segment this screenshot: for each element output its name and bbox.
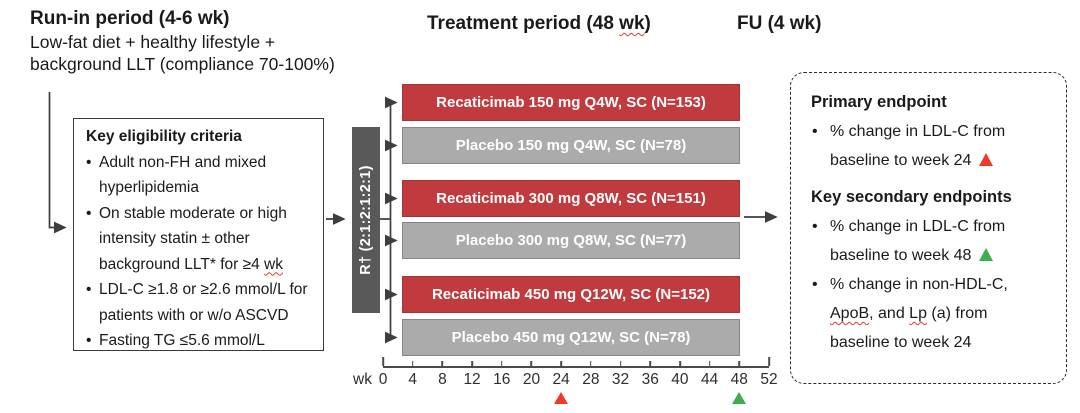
placebo-arm-bar: Placebo 150 mg Q4W, SC (N=78): [402, 127, 740, 164]
run-in-description-line: background LLT (compliance 70-100%): [30, 54, 335, 74]
axis-tick: [590, 360, 592, 366]
axis-tick-label: 16: [493, 371, 511, 388]
primary-marker-triangle-icon: [554, 392, 569, 404]
placebo-arm-bar: Placebo 300 mg Q8W, SC (N=77): [402, 222, 740, 259]
runin-to-eligibility-arrow: [48, 92, 67, 234]
axis-tick-label: 24: [552, 371, 570, 388]
axis-tick: [500, 360, 503, 366]
axis-tick: [649, 360, 652, 366]
recaticimab-arm-bar: Recaticimab 150 mg Q4W, SC (N=153): [402, 84, 740, 121]
axis-tick: [768, 357, 770, 366]
axis-tick: [708, 360, 711, 366]
eligibility-title: Key eligibility criteria: [86, 128, 242, 145]
axis-tick: [471, 360, 473, 366]
axis-tick-label: 44: [700, 371, 719, 388]
axis-tick-label: 36: [641, 371, 659, 388]
axis-tick: [530, 360, 533, 366]
endpoint-bullet: % change in non-HDL-C,ApoB, and Lp (a) f…: [811, 270, 1056, 357]
timeline-axis: wk 0 4 8 12 16 20 24 28 32 36 40 44 48 52: [353, 357, 778, 413]
run-in-description-line: Low-fat diet + healthy lifestyle +: [30, 32, 276, 52]
axis-tick: [679, 360, 681, 366]
axis-tick-label: 52: [760, 371, 778, 388]
placebo-arm-bar: Placebo 450 mg Q12W, SC (N=78): [402, 319, 740, 356]
axis-tick-label: 4: [408, 371, 417, 388]
secondary-marker-triangle-icon: [732, 392, 747, 404]
eligibility-criteria-box: Key eligibility criteria Adult non-FH an…: [73, 118, 324, 354]
axis-tick-label: 0: [378, 371, 388, 388]
axis-tick: [411, 360, 414, 366]
primary-endpoint-title: Primary endpoint: [811, 93, 947, 111]
recaticimab-arm-bar: Recaticimab 300 mg Q8W, SC (N=151): [402, 180, 740, 217]
axis-tick-label: 40: [671, 371, 689, 388]
axis-tick-label: 32: [611, 371, 630, 388]
axis-line: [383, 366, 769, 368]
axis-tick-label: 20: [522, 371, 541, 388]
run-in-description: Low-fat diet + healthy lifestyle + backg…: [30, 31, 335, 75]
secondary-marker-triangle-icon: [979, 248, 994, 261]
randomization-bar: R† (2:1:2:1:2:1): [352, 127, 380, 313]
run-in-period-title: Run-in period (4-6 wk): [30, 8, 230, 29]
treatment-period-title: Treatment period (48 wk): [427, 13, 651, 34]
axis-tick: [738, 360, 741, 366]
recaticimab-arm-bar: Recaticimab 450 mg Q12W, SC (N=152): [402, 276, 740, 313]
eligibility-bullet: Fasting TG ≤5.6 mmol/L: [86, 328, 319, 354]
axis-tick-label: 48: [730, 371, 748, 388]
axis-tick-label: 8: [438, 371, 447, 388]
axis-unit-label: wk: [353, 371, 372, 388]
treatment-arms: Recaticimab 150 mg Q4W, SC (N=153) Placeb…: [402, 84, 740, 357]
primary-marker-triangle-icon: [979, 153, 994, 166]
secondary-endpoints-title: Key secondary endpoints: [811, 188, 1012, 206]
axis-tick: [560, 360, 562, 366]
axis-tick: [441, 360, 444, 366]
axis-tick-label: 28: [582, 371, 600, 388]
axis-tick: [619, 360, 622, 366]
axis-tick: [382, 357, 384, 366]
randomization-label: R† (2:1:2:1:2:1): [358, 165, 374, 275]
eligibility-list: Adult non-FH and mixedhyperlipidemiaOn s…: [86, 150, 319, 354]
axis-tick-label: 12: [463, 371, 481, 388]
follow-up-title: FU (4 wk): [737, 13, 822, 34]
randomization-branch-trunk: [380, 102, 392, 338]
endpoints-box: Primary endpoint % change in LDL-C fromb…: [790, 72, 1067, 384]
